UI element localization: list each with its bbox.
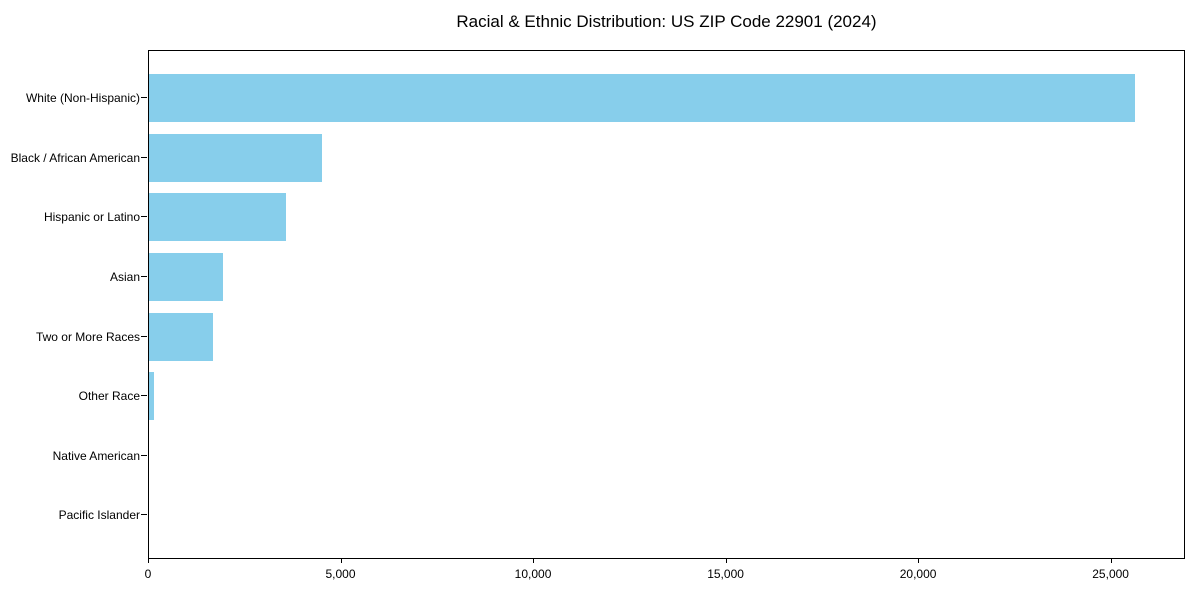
y-axis-labels: White (Non-Hispanic) Black / African Amer… xyxy=(0,50,140,559)
x-tick-mark xyxy=(340,559,342,563)
y-tick-mark xyxy=(141,335,147,337)
x-tick-label: 15,000 xyxy=(707,567,744,581)
y-tick-mark xyxy=(141,275,147,277)
bar-hispanic-or-latino xyxy=(149,193,286,242)
x-tick-mark xyxy=(918,559,920,563)
bar-two-or-more-races xyxy=(149,312,213,361)
bar-white-non-hispanic xyxy=(149,74,1135,122)
y-axis-label: Asian xyxy=(109,269,140,284)
y-axis-label: Pacific Islander xyxy=(58,508,140,523)
y-tick-mark xyxy=(141,97,147,98)
x-tick-mark xyxy=(725,559,727,563)
bar-other-race xyxy=(149,372,154,421)
bar-black-african-american xyxy=(149,133,323,182)
bar-asian xyxy=(149,252,223,301)
y-axis-label: Two or More Races xyxy=(35,329,140,344)
x-tick-label: 20,000 xyxy=(899,567,937,581)
y-tick-mark xyxy=(141,454,147,456)
chart-title: Racial & Ethnic Distribution: US ZIP Cod… xyxy=(456,12,877,31)
y-axis-label: White (Non-Hispanic) xyxy=(25,91,140,105)
x-tick-label: 0 xyxy=(144,567,152,581)
x-tick-mark xyxy=(533,559,535,563)
y-axis-label: Black / African American xyxy=(10,150,140,165)
y-tick-mark xyxy=(141,216,147,218)
y-tick-mark xyxy=(141,395,147,397)
x-tick-mark xyxy=(1110,559,1112,563)
y-axis-label: Native American xyxy=(52,448,140,463)
y-tick-mark xyxy=(141,156,147,158)
x-axis-ticks: 0 5,000 10,000 15,000 20,000 25,000 xyxy=(144,559,1185,599)
x-tick-mark xyxy=(148,559,149,563)
x-tick-label: 5,000 xyxy=(325,567,356,581)
x-tick-label: 10,000 xyxy=(514,567,552,581)
x-tick-label: 25,000 xyxy=(1092,567,1129,581)
y-axis-label: Other Race xyxy=(78,389,140,404)
plot-area xyxy=(148,50,1185,559)
y-axis-label: Hispanic or Latino xyxy=(43,210,140,225)
y-tick-mark xyxy=(141,514,147,516)
